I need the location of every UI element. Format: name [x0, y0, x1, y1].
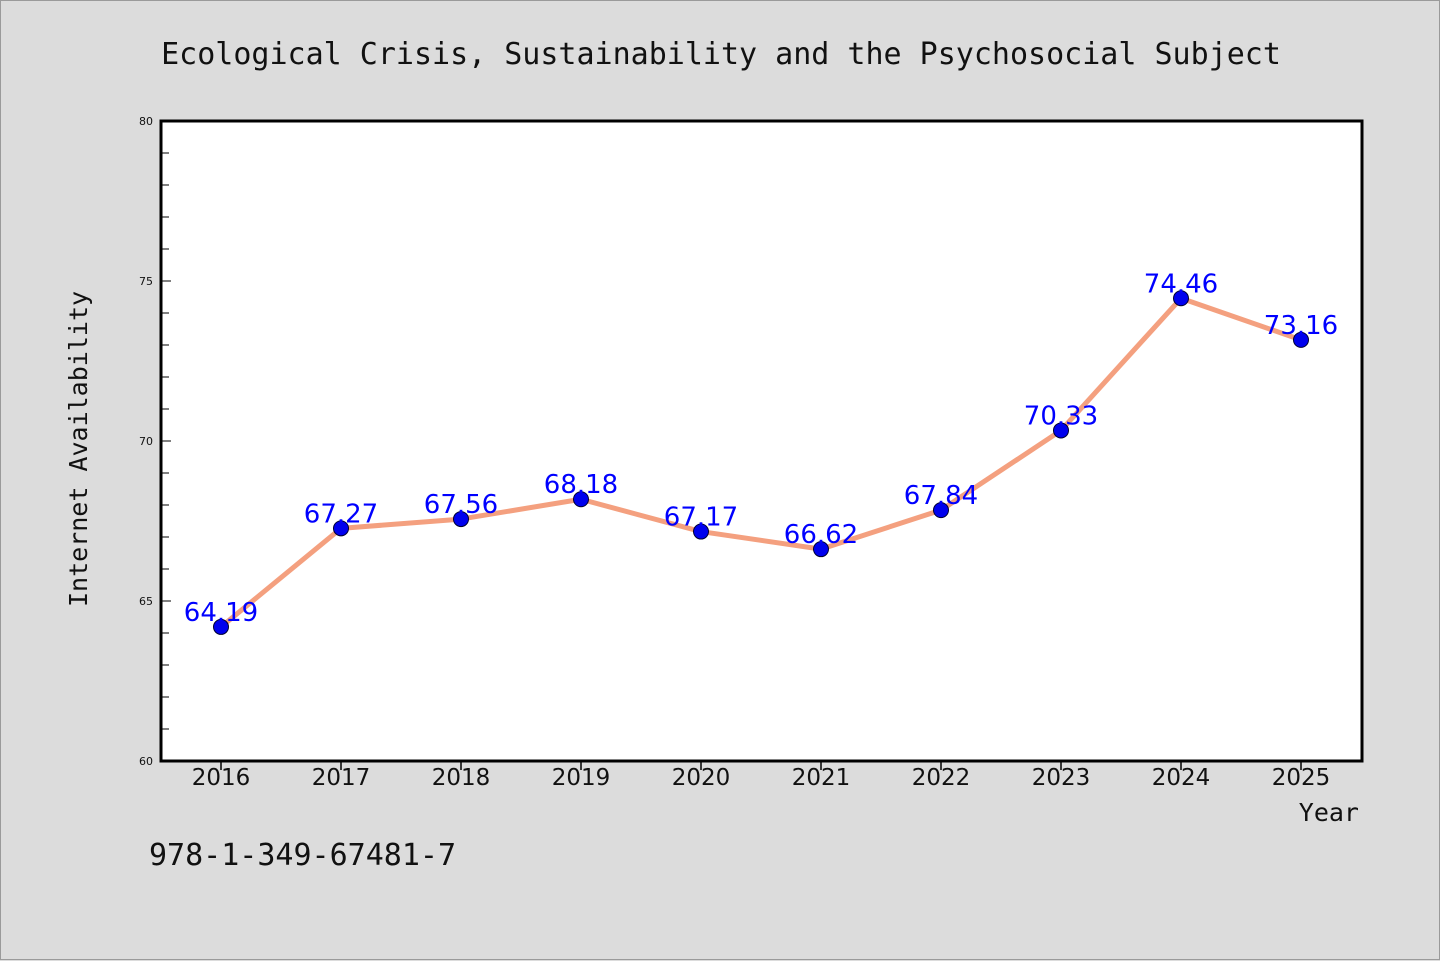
y-axis-label: Internet Availability	[64, 291, 93, 607]
data-point	[213, 618, 229, 635]
x-tick-label: 2022	[912, 765, 971, 791]
y-tick-label: 65	[139, 595, 153, 608]
y-tick-label: 80	[139, 115, 153, 128]
x-tick-label: 2016	[192, 765, 251, 791]
data-point	[933, 502, 949, 519]
x-tick-label: 2019	[552, 765, 611, 791]
chart-title: Ecological Crisis, Sustainability and th…	[161, 37, 1281, 72]
data-label: 67.27	[304, 499, 378, 529]
data-point	[333, 520, 349, 537]
y-tick-label: 75	[139, 275, 153, 288]
x-tick-label: 2018	[432, 765, 491, 791]
data-point	[693, 523, 709, 540]
data-point	[453, 511, 469, 528]
data-label: 67.56	[424, 490, 498, 520]
data-label: 73.16	[1264, 311, 1338, 341]
plot-area	[159, 119, 1364, 763]
x-axis-label: Year	[1299, 798, 1359, 827]
x-tick-label: 2017	[312, 765, 371, 791]
data-point	[573, 491, 589, 508]
data-label: 64.19	[184, 598, 258, 628]
data-label: 74.46	[1144, 269, 1218, 299]
series-markers	[213, 290, 1309, 635]
x-tick-label: 2021	[792, 765, 851, 791]
data-label: 67.17	[664, 503, 738, 533]
data-labels: 64.19 67.27 67.56 68.18 67.17 66.62 67.84 70.33…	[184, 269, 1338, 628]
x-tick-label: 2025	[1272, 765, 1331, 791]
data-label: 70.33	[1024, 401, 1098, 431]
x-tick-label: 2024	[1152, 765, 1211, 791]
footnote-isbn: 978-1-349-67481-7	[149, 838, 456, 873]
data-point	[1293, 331, 1309, 348]
data-point	[1173, 290, 1189, 307]
series-line	[218, 295, 1304, 630]
data-point	[813, 541, 829, 558]
data-label: 68.18	[544, 470, 618, 500]
x-tick-label: 2020	[672, 765, 731, 791]
y-tick-label: 60	[139, 755, 153, 768]
data-label: 67.84	[904, 481, 978, 511]
x-tick-label: 2023	[1032, 765, 1091, 791]
y-axis: 60 65 70 75 80	[139, 115, 171, 768]
y-tick-label: 70	[139, 435, 153, 448]
data-label: 66.62	[784, 520, 858, 550]
data-point	[1053, 422, 1069, 439]
x-axis: 2016 2017 2018 2019 2020 2021 2022 2023 2024 2025	[192, 761, 1331, 791]
